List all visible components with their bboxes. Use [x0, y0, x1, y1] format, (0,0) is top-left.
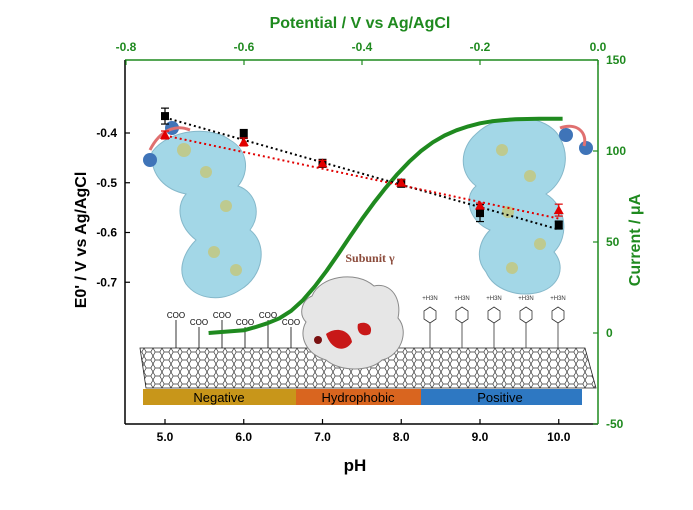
y-tick-label: -0.7 [96, 275, 117, 289]
triangle-marker [160, 129, 170, 139]
right-tick-label: -50 [606, 417, 624, 431]
top-tick-label: -0.6 [234, 40, 255, 54]
fit-lines [164, 116, 560, 231]
band-hydrophobic-label: Hydrophobic [322, 390, 395, 405]
right-tick-label: 150 [606, 53, 626, 67]
top-tick-label: -0.8 [116, 40, 137, 54]
x-tick-label: 5.0 [157, 430, 174, 444]
benzene-ring [487, 306, 501, 324]
current-line [208, 116, 563, 335]
nh3-label: +H3N [550, 296, 566, 302]
nh3-label: +H3N [518, 296, 534, 302]
square-marker [476, 209, 484, 218]
bottom-axis-title: pH [344, 456, 367, 475]
band-negative-label: Negative [193, 390, 244, 405]
anilinium-groups: +H3N +H3N +H3N +H3N +H3N [422, 296, 566, 348]
coo-label: COO [167, 311, 185, 320]
coo-label: COO [236, 318, 254, 327]
triangle-marker [475, 200, 485, 210]
protein-left-illustration [143, 121, 262, 299]
benzene-ring [455, 306, 469, 324]
right-tick-label: 0 [606, 326, 613, 340]
band-negative [143, 389, 296, 405]
axis-ticks: 5.0 6.0 7.0 8.0 9.0 10.0 -0.4 -0.5 -0.6 -0.7 -0.8 -… [96, 40, 626, 444]
triangle-marker [317, 158, 328, 168]
coo-label: COO [213, 311, 231, 320]
protein-right-illustration [462, 117, 593, 295]
top-tick-label: -0.4 [352, 40, 373, 54]
square-marker [239, 129, 248, 138]
surface-bands: Negative Hydrophobic Positive [143, 389, 582, 405]
benzene-ring [423, 306, 437, 324]
fit-line [164, 134, 559, 220]
benzene-ring [551, 306, 565, 324]
right-tick-label: 50 [606, 235, 620, 249]
x-tick-label: 10.0 [547, 430, 571, 444]
y-tick-label: -0.6 [96, 226, 117, 240]
right-axis-title: Current / μA [627, 193, 644, 286]
left-axis-title: E0' / V vs Ag/AgCl [73, 172, 90, 309]
band-positive [421, 389, 582, 405]
subunit-gamma-illustration [301, 276, 404, 370]
square-marker [161, 112, 169, 121]
nh3-label: +H3N [486, 296, 502, 302]
x-tick-label: 7.0 [314, 430, 331, 444]
top-tick-label: -0.2 [470, 40, 491, 54]
top-axis-title: Potential / V vs Ag/AgCl [270, 15, 451, 32]
x-tick-label: 9.0 [472, 430, 489, 444]
coo-label: COO [282, 318, 300, 327]
y-tick-label: -0.4 [96, 126, 117, 140]
top-tick-label: 0.0 [590, 40, 607, 54]
y-tick-label: -0.5 [96, 176, 117, 190]
benzene-ring [519, 306, 533, 324]
square-marker [554, 221, 563, 230]
band-hydrophobic [296, 389, 421, 405]
right-tick-label: 100 [606, 144, 626, 158]
coo-label: COO [259, 311, 277, 320]
triangle-marker [396, 177, 407, 187]
coo-label: COO [190, 318, 208, 327]
fit-line [164, 116, 560, 231]
band-positive-label: Positive [477, 390, 523, 405]
data-points [160, 107, 564, 230]
triangle-marker [238, 136, 249, 146]
x-tick-label: 8.0 [393, 430, 410, 444]
nh3-label: +H3N [454, 296, 470, 302]
current-curve [208, 116, 563, 335]
triangle-marker [553, 205, 564, 215]
nh3-label: +H3N [422, 296, 438, 302]
subunit-gamma-label: Subunit γ [345, 251, 395, 265]
x-tick-label: 6.0 [235, 430, 252, 444]
